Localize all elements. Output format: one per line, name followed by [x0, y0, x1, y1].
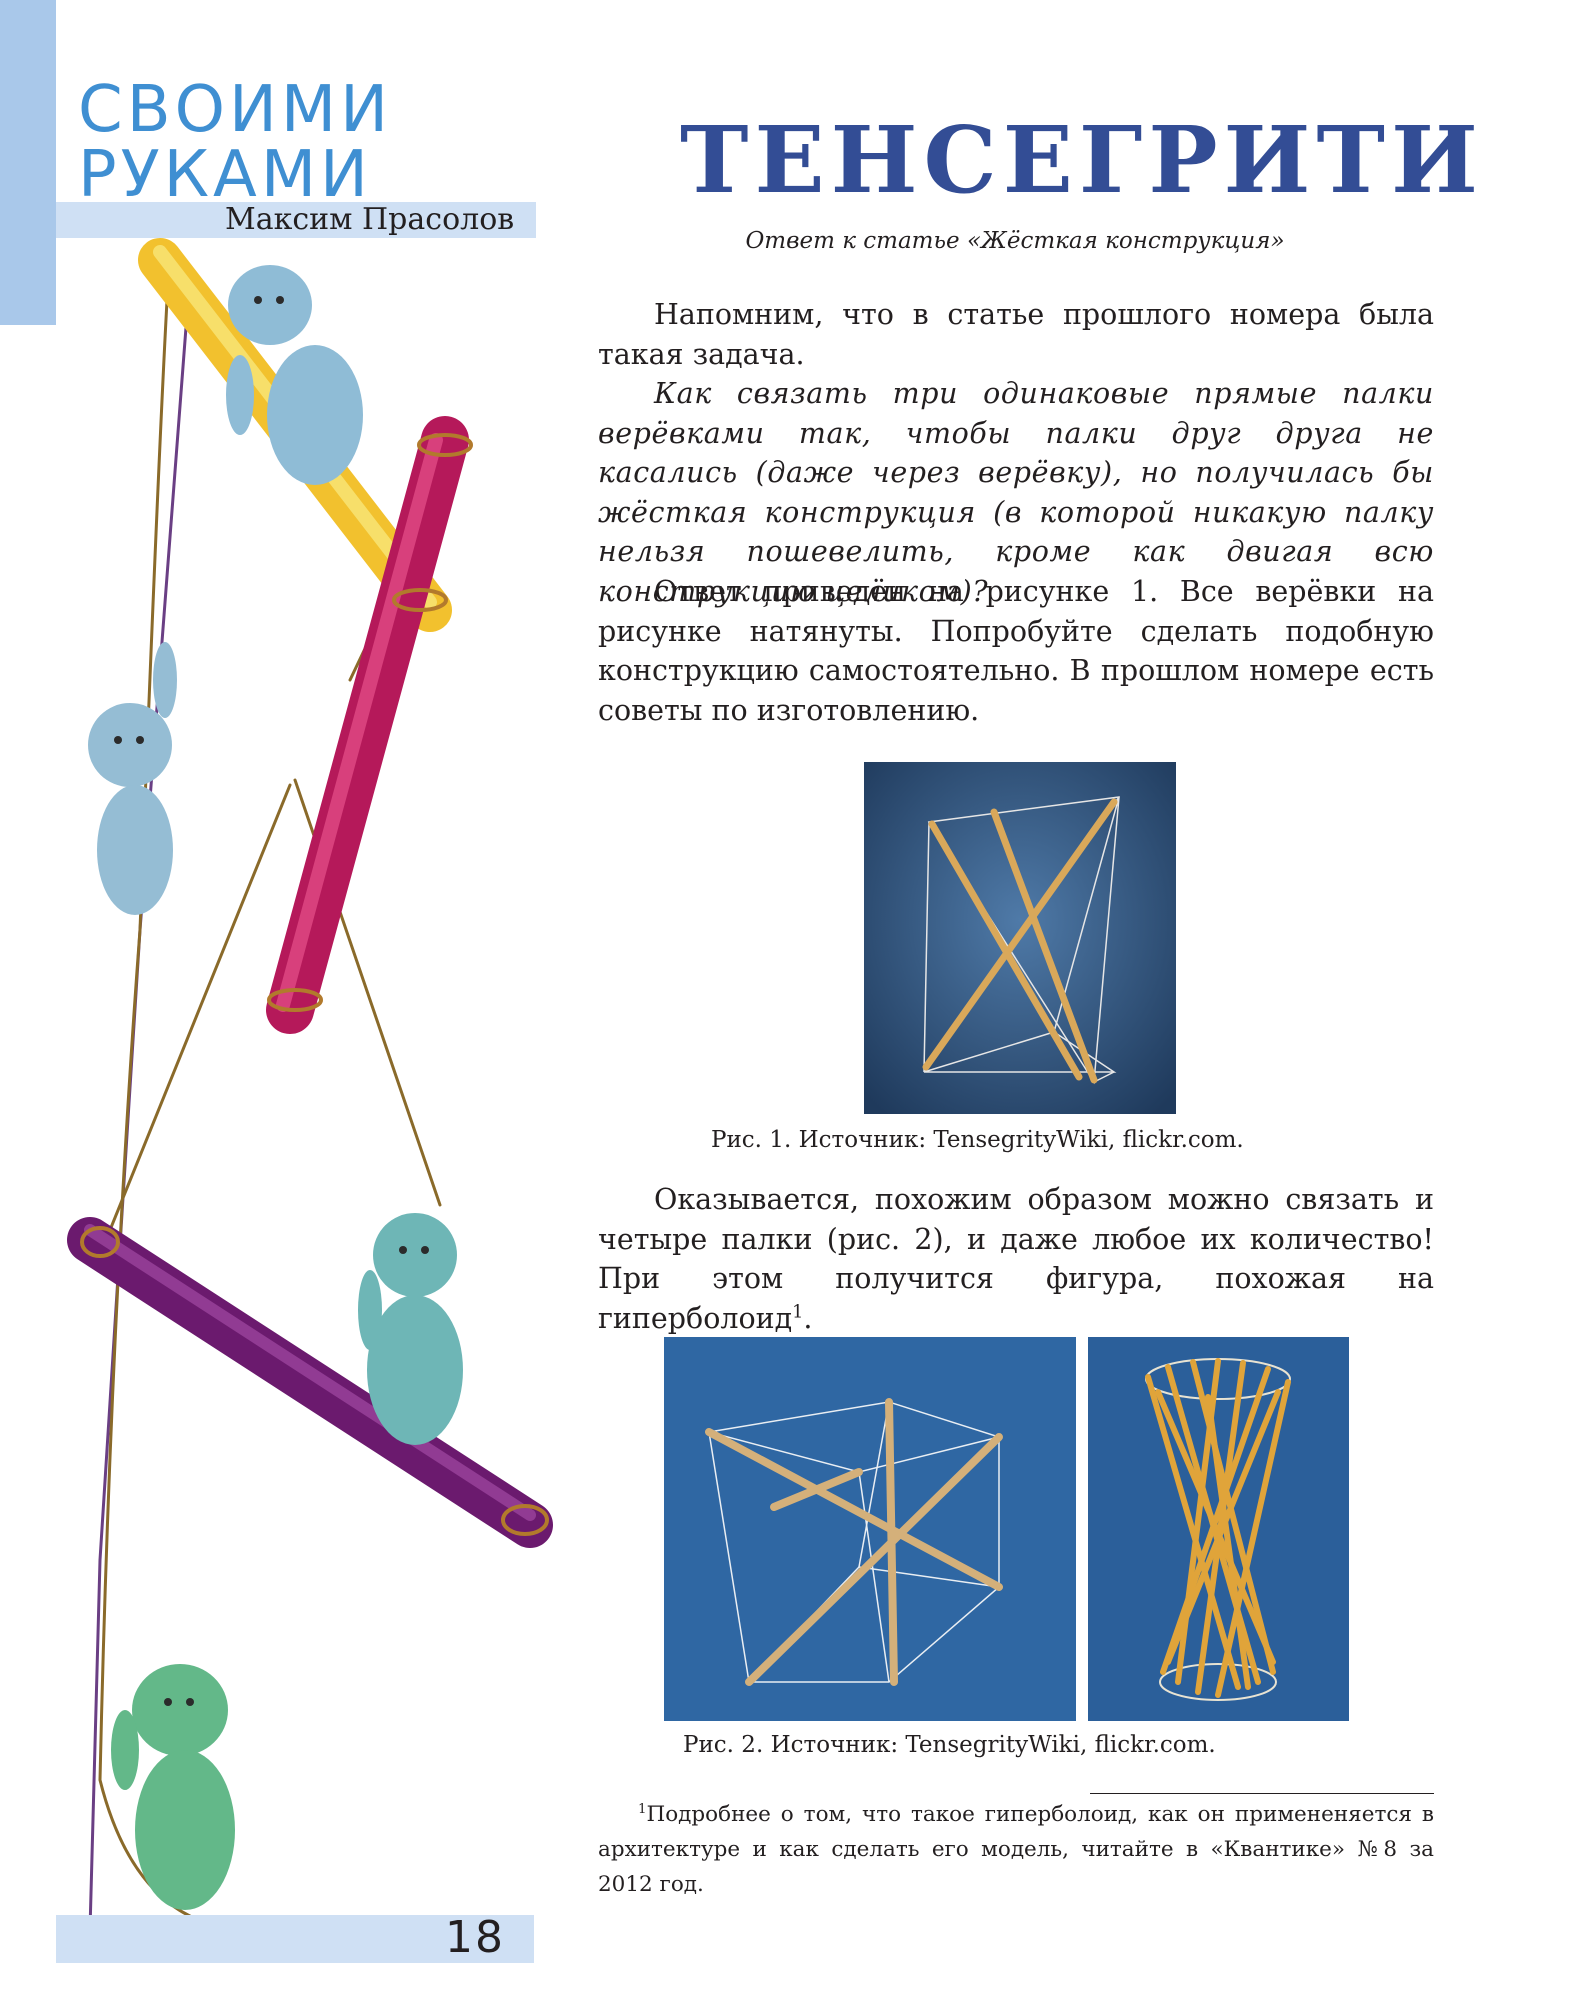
- illustration-sticks-figures: [67, 238, 553, 1944]
- figure-top: [226, 265, 363, 485]
- footnote-divider: [1090, 1793, 1434, 1794]
- footnote-ref: 1: [792, 1302, 804, 1322]
- page-number-band: [56, 1915, 534, 1963]
- figure1-photo: [864, 762, 1176, 1114]
- article-title-block: ТЕНСЕГРИТИ: [680, 106, 1484, 214]
- figure-bottom: [111, 1664, 235, 1910]
- section-title-line2: РУКАМИ: [78, 138, 372, 212]
- figure-lower: [358, 1213, 463, 1445]
- paragraph-hyperboloid: Оказывается, похожим образом можно связа…: [598, 1180, 1434, 1338]
- figure2-photo-hyperboloid: [1088, 1337, 1349, 1721]
- section-title-line1: СВОИМИ: [78, 73, 392, 147]
- author-band: [56, 202, 536, 238]
- footnote: 1Подробнее о том, что такое гиперболоид,…: [598, 1797, 1434, 1902]
- author-name: Максим Прасолов: [225, 202, 515, 237]
- page-number: 18: [445, 1912, 505, 1963]
- figure1-caption: Рис. 1. Источник: TensegrityWiki, flickr…: [711, 1127, 1244, 1153]
- article-title: ТЕНСЕГРИТИ: [680, 106, 1484, 214]
- magenta-stick: [266, 416, 469, 1034]
- footnote-text: Подробнее о том, что такое гиперболоид, …: [598, 1802, 1434, 1897]
- paragraph-problem: Как связать три одинаковые прямые палки …: [598, 377, 1434, 608]
- paragraph-intro: Напомним, что в статье прошлого номера б…: [598, 298, 1434, 371]
- left-decor-strip: [0, 0, 56, 325]
- figure-middle: [88, 642, 177, 915]
- footnote-mark: 1: [638, 1801, 647, 1817]
- paragraph-hyperboloid-text: Оказывается, похожим образом можно связа…: [598, 1183, 1434, 1335]
- article-subtitle: Ответ к статье «Жёсткая конструкция»: [745, 228, 1285, 254]
- purple-stick: [67, 1217, 553, 1548]
- figure2-photo-four-sticks: [664, 1337, 1076, 1721]
- paragraph-hyperboloid-end: .: [803, 1301, 813, 1335]
- paragraph-answer: Ответ приведён на рисунке 1. Все верёвки…: [598, 575, 1434, 727]
- figure2-caption: Рис. 2. Источник: TensegrityWiki, flickr…: [683, 1732, 1216, 1758]
